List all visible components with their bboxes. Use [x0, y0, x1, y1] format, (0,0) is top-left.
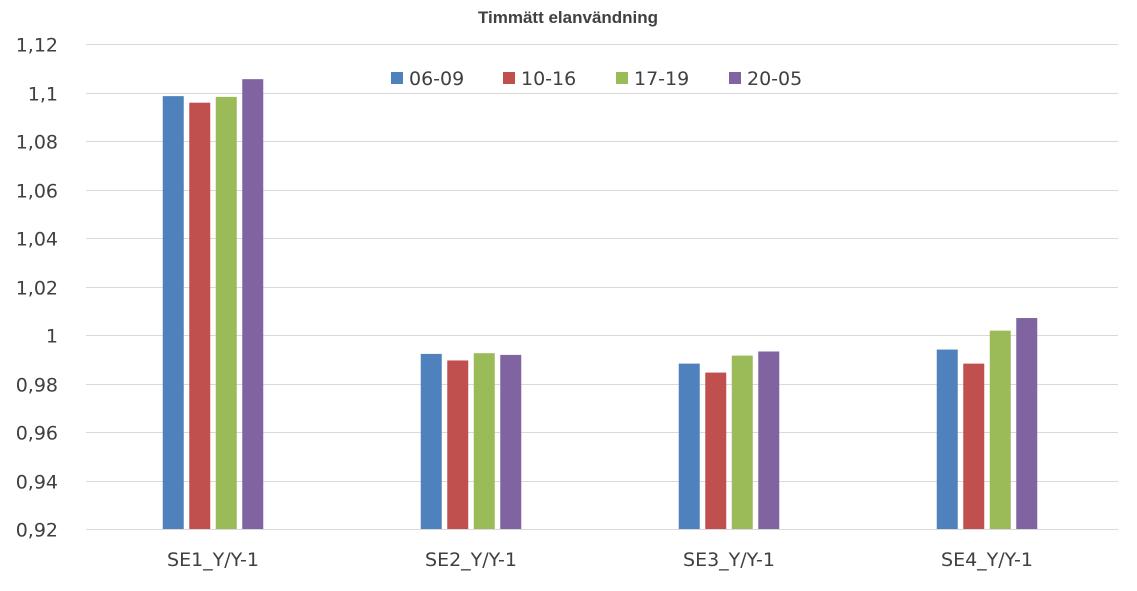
bar-10-16-SE2_Y/Y-1: [447, 360, 469, 529]
bar-20-05-SE4_Y/Y-1: [1016, 318, 1038, 529]
bar-20-05-SE2_Y/Y-1: [500, 354, 522, 529]
y-tick-label: 1: [46, 326, 58, 348]
y-tick-label: 1,1: [28, 84, 58, 106]
legend-swatch: [391, 72, 403, 84]
x-tick-label: SE1_Y/Y-1: [167, 549, 259, 571]
bars: [162, 79, 1038, 530]
bar-17-19-SE2_Y/Y-1: [473, 353, 495, 529]
bar-06-09-SE1_Y/Y-1: [162, 96, 184, 529]
y-tick-label: 1,04: [16, 229, 58, 251]
legend-swatch: [616, 72, 628, 84]
bar-06-09-SE4_Y/Y-1: [936, 349, 958, 529]
bar-20-05-SE3_Y/Y-1: [758, 351, 780, 529]
x-tick-label: SE4_Y/Y-1: [941, 549, 1033, 571]
y-tick-label: 1,02: [16, 278, 58, 300]
bar-17-19-SE4_Y/Y-1: [989, 330, 1011, 529]
y-axis: 0,92 0,94 0,96 0,98 1 1,02 1,04 1,06 1,08 1,1 1,12: [16, 35, 58, 542]
y-tick-label: 1,06: [16, 181, 58, 203]
legend-label: 20-05: [747, 68, 802, 90]
y-tick-label: 0,94: [16, 472, 58, 494]
chart-title: Timmätt elanvändning: [478, 8, 658, 27]
legend-swatch: [503, 72, 515, 84]
bar-10-16-SE1_Y/Y-1: [189, 102, 211, 529]
legend-swatch: [729, 72, 741, 84]
y-tick-label: 0,98: [16, 375, 58, 397]
x-tick-label: SE2_Y/Y-1: [425, 549, 517, 571]
bar-20-05-SE1_Y/Y-1: [242, 79, 264, 529]
x-axis: SE1_Y/Y-1 SE2_Y/Y-1 SE3_Y/Y-1 SE4_Y/Y-1: [167, 549, 1033, 571]
y-tick-label: 1,08: [16, 132, 58, 154]
gridlines: [86, 44, 1118, 530]
legend-label: 10-16: [521, 68, 576, 90]
y-tick-label: 0,92: [16, 520, 58, 542]
bar-06-09-SE2_Y/Y-1: [420, 353, 442, 529]
legend-label: 06-09: [409, 68, 464, 90]
x-tick-label: SE3_Y/Y-1: [683, 549, 775, 571]
bar-17-19-SE3_Y/Y-1: [731, 355, 753, 529]
bar-06-09-SE3_Y/Y-1: [678, 363, 700, 529]
legend-label: 17-19: [634, 68, 689, 90]
bar-10-16-SE3_Y/Y-1: [705, 372, 727, 529]
bar-17-19-SE1_Y/Y-1: [215, 96, 237, 530]
y-tick-label: 1,12: [16, 35, 58, 57]
legend: 06-09 10-16 17-19 20-05: [391, 68, 802, 90]
bar-10-16-SE4_Y/Y-1: [963, 363, 985, 529]
y-tick-label: 0,96: [16, 423, 58, 445]
